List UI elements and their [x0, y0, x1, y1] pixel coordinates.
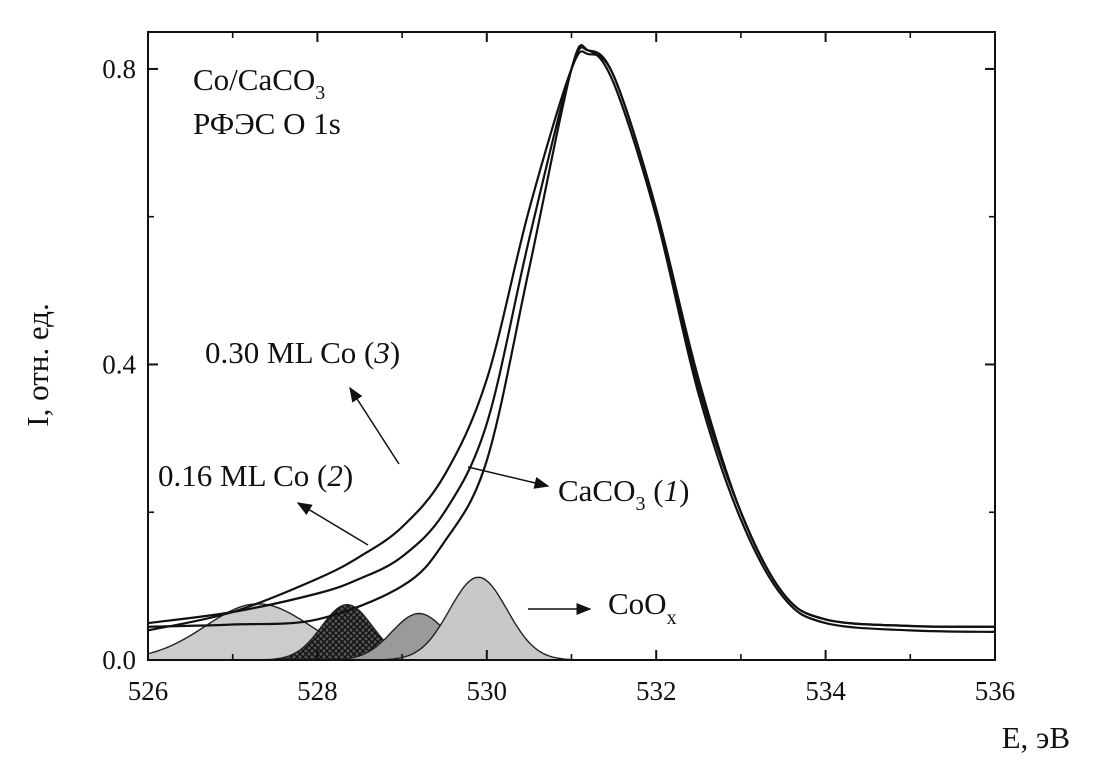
x-axis-title: E, эВ	[1002, 720, 1070, 755]
arrow-series-3	[349, 386, 400, 465]
y-tick-label: 0.4	[102, 349, 136, 379]
component-peak-1	[147, 603, 995, 661]
annotations: 0.30 ML Co (3) 0.16 ML Co (2) CaCO3 (1) …	[158, 335, 689, 629]
x-tick-label: 532	[636, 676, 677, 706]
component-peaks	[147, 576, 995, 661]
title-line-1: Co/CaCO3	[193, 62, 325, 104]
x-tick-label: 530	[467, 676, 508, 706]
label-coox: CoOx	[608, 586, 677, 629]
label-series-1: CaCO3 (1)	[558, 473, 689, 515]
x-tick-label: 536	[975, 676, 1016, 706]
x-tick-label: 534	[805, 676, 846, 706]
spectra-lines	[147, 44, 996, 633]
x-tick-label: 528	[297, 676, 338, 706]
y-axis-title: I, отн. ед.	[20, 303, 55, 426]
title-line-2: РФЭС O 1s	[193, 106, 341, 141]
label-series-3: 0.30 ML Co (3)	[205, 335, 400, 370]
y-tick-label: 0.8	[102, 54, 136, 84]
label-series-2: 0.16 ML Co (2)	[158, 458, 353, 493]
arrow-series-2	[296, 502, 369, 546]
x-tick-label: 526	[128, 676, 169, 706]
y-tick-label: 0.0	[102, 645, 136, 675]
series-line-3	[147, 50, 996, 632]
axis-ticks: 526 528 530 532 534 536 0.0 0.4 0.8	[102, 32, 1015, 706]
plot-title: Co/CaCO3 РФЭС O 1s	[193, 62, 341, 141]
arrow-series-1	[467, 466, 550, 489]
